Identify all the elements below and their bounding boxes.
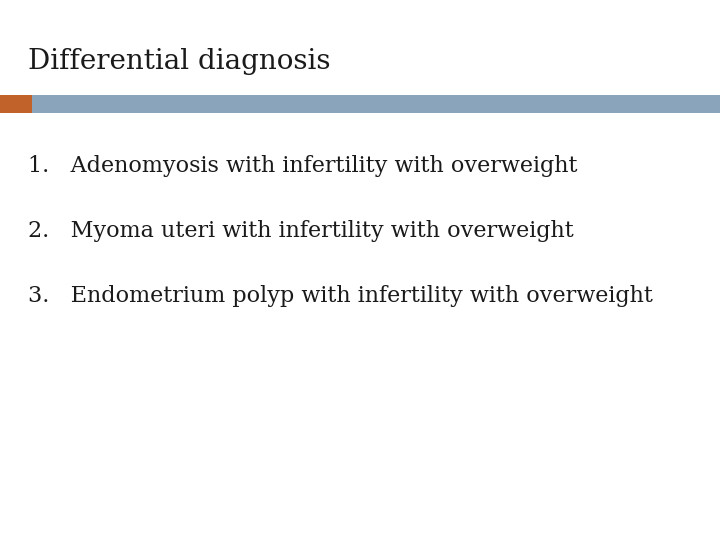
Text: 3.   Endometrium polyp with infertility with overweight: 3. Endometrium polyp with infertility wi… [28, 285, 653, 307]
Text: 1.   Adenomyosis with infertility with overweight: 1. Adenomyosis with infertility with ove… [28, 155, 577, 177]
Text: Differential diagnosis: Differential diagnosis [28, 48, 330, 75]
Text: 2.   Myoma uteri with infertility with overweight: 2. Myoma uteri with infertility with ove… [28, 220, 574, 242]
Bar [0, 95, 32, 113]
Bar [32, 95, 720, 113]
